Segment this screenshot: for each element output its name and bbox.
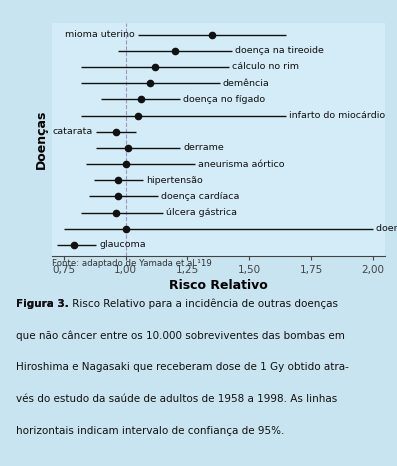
Text: mioma uterino: mioma uterino: [66, 30, 135, 39]
Text: úlcera gástrica: úlcera gástrica: [166, 208, 237, 217]
Text: cálculo no rim: cálculo no rim: [232, 62, 299, 71]
Text: Risco Relativo para a incidência de outras doenças: Risco Relativo para a incidência de outr…: [69, 299, 339, 309]
Text: que não câncer entre os 10.000 sobreviventes das bombas em: que não câncer entre os 10.000 sobrevive…: [16, 330, 345, 341]
Text: doença no fígado: doença no fígado: [183, 95, 265, 104]
Text: glaucoma: glaucoma: [99, 240, 146, 249]
Y-axis label: Doenças: Doenças: [35, 110, 48, 170]
Text: derrame: derrame: [183, 144, 224, 152]
Text: doença de Parkinson: doença de Parkinson: [376, 224, 397, 233]
X-axis label: Risco Relativo: Risco Relativo: [169, 280, 268, 293]
Text: catarata: catarata: [53, 127, 93, 136]
Text: Fonte: adaptado de Yamada et al.¹19: Fonte: adaptado de Yamada et al.¹19: [52, 259, 211, 268]
Text: demência: demência: [223, 79, 269, 88]
Text: horizontais indicam intervalo de confiança de 95%.: horizontais indicam intervalo de confian…: [16, 426, 284, 436]
Text: doença cardíaca: doença cardíaca: [161, 192, 239, 201]
Text: Hiroshima e Nagasaki que receberam dose de 1 Gy obtido atra-: Hiroshima e Nagasaki que receberam dose …: [16, 363, 349, 372]
Text: vés do estudo da saúde de adultos de 1958 a 1998. As linhas: vés do estudo da saúde de adultos de 195…: [16, 394, 337, 404]
Text: infarto do miocárdio: infarto do miocárdio: [289, 111, 385, 120]
Text: aneurisma aórtico: aneurisma aórtico: [198, 159, 284, 169]
Text: Figura 3.: Figura 3.: [16, 299, 69, 309]
Text: hipertensão: hipertensão: [146, 176, 203, 185]
Text: Figura 3.: Figura 3.: [16, 299, 69, 309]
Text: doença na tireoide: doença na tireoide: [235, 46, 324, 55]
